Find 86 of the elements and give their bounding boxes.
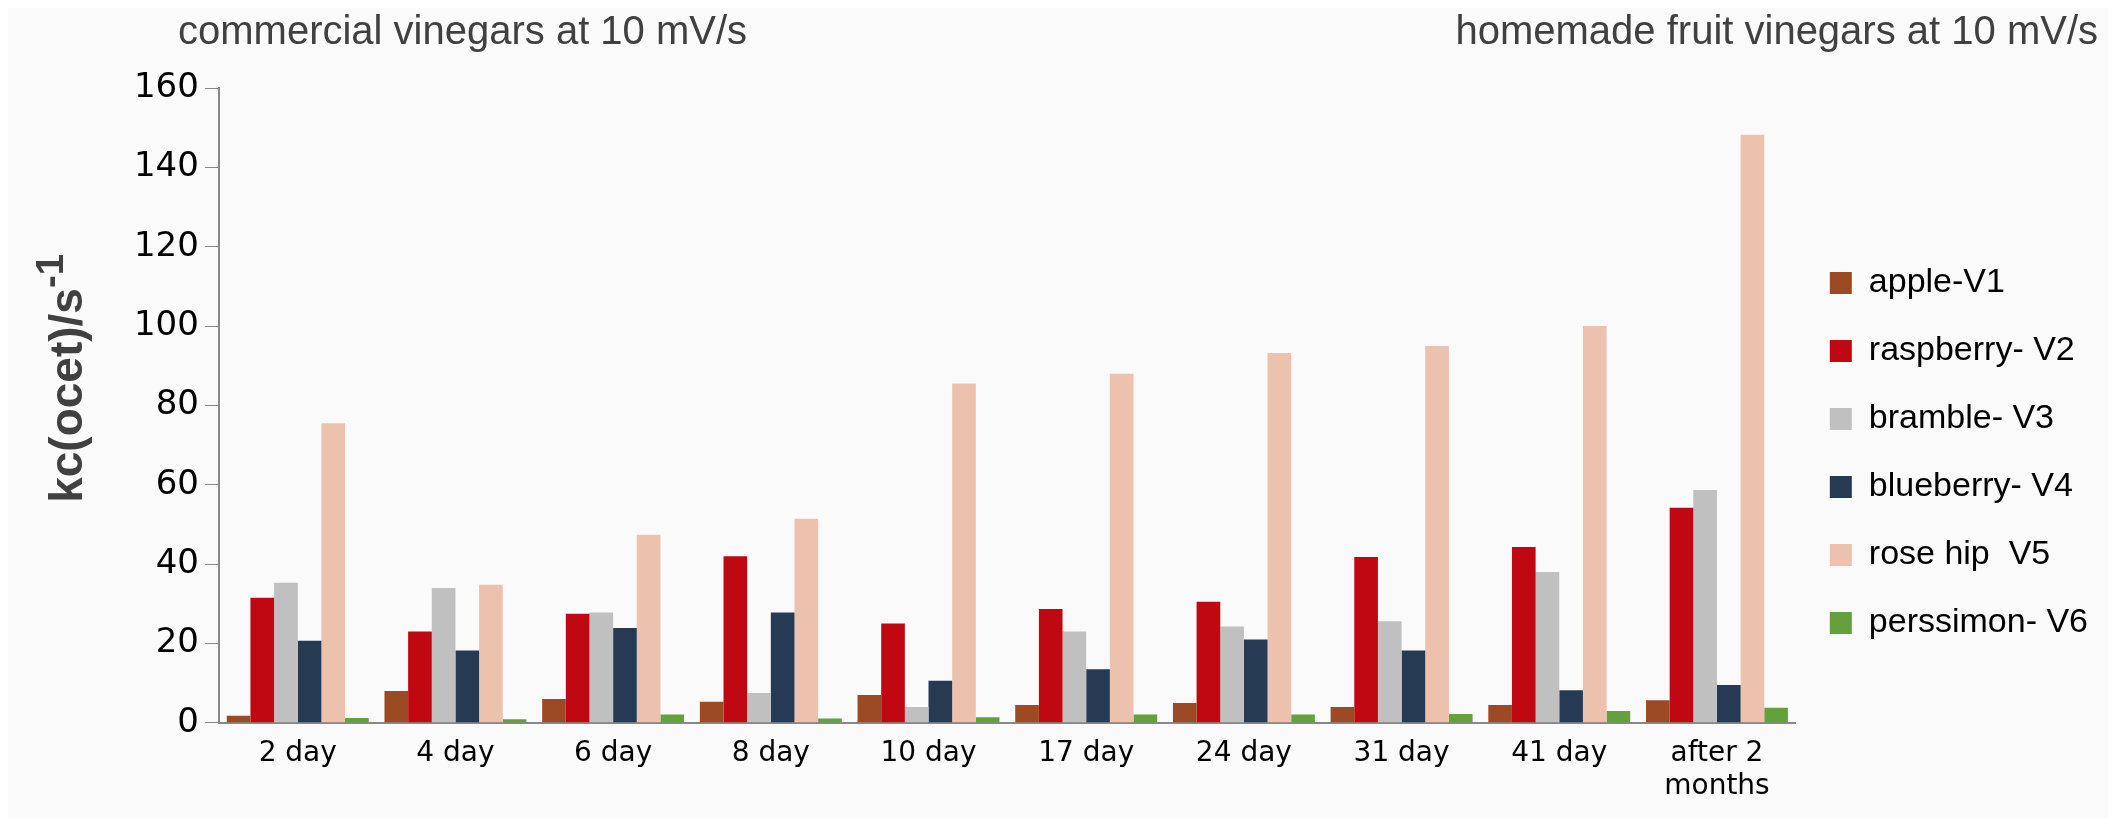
y-tick-label: 80: [155, 382, 199, 423]
legend-label: perssimon- V6: [1868, 601, 2089, 640]
bar: [1511, 547, 1536, 723]
x-tick-label: 6 day: [574, 734, 653, 768]
bar: [1330, 706, 1355, 723]
bar: [1693, 489, 1717, 723]
y-tick-label: 160: [133, 64, 199, 105]
y-tick-label: 100: [133, 302, 199, 343]
bar: [1716, 685, 1741, 723]
bar: [770, 612, 795, 723]
chart-subtitle: homemade fruit vinegars at 10 mV/s: [1455, 8, 2098, 53]
bar: [408, 631, 432, 723]
x-tick-label: after 2 months: [1664, 734, 1770, 802]
bar: [1133, 714, 1158, 723]
bar: [502, 719, 527, 723]
bar: [660, 714, 685, 723]
y-tick-label: 140: [133, 144, 199, 185]
x-tick-label: 4 day: [416, 734, 495, 768]
y-tick-label: 120: [133, 223, 199, 264]
bar: [613, 627, 637, 723]
bar: [274, 582, 298, 723]
bar: [794, 518, 819, 723]
bar: [857, 695, 882, 723]
bar: [1764, 707, 1788, 723]
bar: [1559, 690, 1583, 723]
bar: [1582, 326, 1607, 723]
bar: [542, 699, 566, 723]
bar: [1488, 704, 1512, 723]
x-tick-label: 17 day: [1038, 734, 1135, 768]
x-tick-label: 24 day: [1195, 734, 1292, 768]
bar: [431, 587, 456, 723]
bar: [455, 650, 480, 723]
bar: [1669, 507, 1694, 723]
bar: [881, 623, 905, 723]
x-tick-label: 10 day: [880, 734, 977, 768]
bar: [1243, 639, 1268, 723]
legend-label: raspberry- V2: [1868, 329, 2075, 368]
x-tick-label: 31 day: [1353, 734, 1450, 768]
bar: [1354, 556, 1378, 723]
bar: [1740, 134, 1765, 723]
bar: [1109, 373, 1134, 723]
legend-label: rose hip V5: [1868, 533, 2051, 572]
bar: [723, 556, 748, 723]
bar: [565, 613, 590, 723]
bar: [699, 701, 724, 723]
bar: [1448, 714, 1473, 723]
bar: [1196, 601, 1221, 723]
x-tick-label: 41 day: [1511, 734, 1608, 768]
bar: [479, 584, 503, 723]
y-tick-label: 40: [155, 540, 199, 581]
bar: [1086, 669, 1110, 723]
bar: [818, 718, 842, 723]
bar: [384, 691, 409, 723]
bar: [1172, 702, 1197, 723]
bar: [1267, 353, 1292, 723]
y-tick-label: 60: [155, 461, 199, 502]
x-tick-label: 8 day: [731, 734, 810, 768]
bar: [1220, 626, 1244, 723]
bar: [1038, 608, 1063, 723]
bar: [636, 534, 661, 723]
bar: [1646, 700, 1670, 723]
y-tick-label: 0: [177, 699, 199, 740]
legend-label: blueberry- V4: [1868, 465, 2073, 504]
bar: [1377, 621, 1402, 723]
bar: [1535, 572, 1560, 723]
bar: [975, 717, 1000, 723]
bar: [250, 597, 275, 723]
y-tick-label: 20: [155, 620, 199, 661]
bar: [1425, 345, 1449, 723]
bar: [928, 680, 953, 723]
bar: [1062, 631, 1087, 723]
bar: [904, 706, 929, 723]
legend-label: bramble- V3: [1868, 397, 2055, 436]
legend-label: apple-V1: [1868, 261, 2005, 300]
bar: [345, 718, 369, 723]
bar: [1291, 714, 1315, 723]
bar: [1015, 704, 1039, 723]
x-tick-label: 2 day: [258, 734, 337, 768]
bar: [747, 693, 771, 723]
bar: [297, 640, 322, 723]
bar: [1606, 710, 1631, 723]
chart-title: commercial vinegars at 10 mV/s: [178, 8, 748, 53]
bar: [1401, 650, 1426, 723]
bar: [321, 423, 346, 723]
bar: [589, 612, 614, 723]
bar: [952, 383, 976, 723]
